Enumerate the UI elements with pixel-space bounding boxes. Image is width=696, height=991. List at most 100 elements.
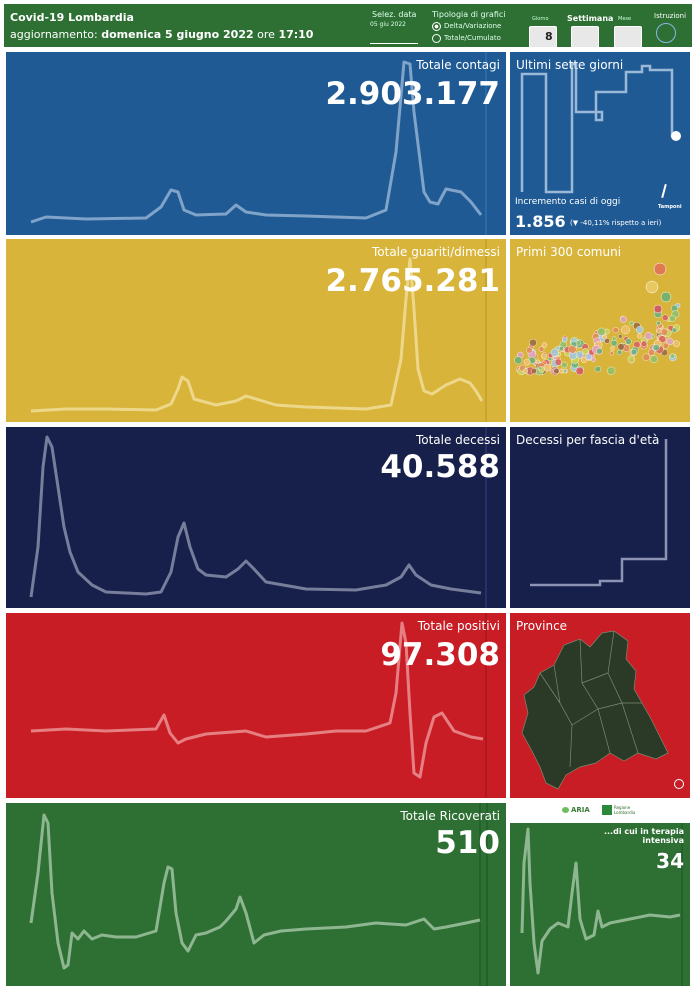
period-month-label: Mese bbox=[618, 16, 632, 22]
chart-type-label: Tipologia di grafici bbox=[432, 10, 506, 19]
comune-bubble bbox=[627, 355, 636, 363]
date-select-value: 05 giu 2022 bbox=[370, 21, 406, 28]
comune-bubble bbox=[656, 320, 661, 326]
regione-text: Regione Lombardia bbox=[614, 805, 636, 815]
update-mid: ore bbox=[257, 28, 275, 41]
update-date: domenica 5 giugno 2022 bbox=[101, 28, 254, 41]
comune-bubble bbox=[616, 349, 623, 356]
dashboard-header: Covid-19 Lombardia aggiornamento: domeni… bbox=[4, 4, 692, 48]
contagi-title: Totale contagi bbox=[416, 58, 500, 72]
update-line: aggiornamento: domenica 5 giugno 2022 or… bbox=[10, 28, 313, 41]
comune-bubble bbox=[585, 353, 592, 361]
lombardia-map[interactable] bbox=[510, 613, 690, 798]
radio-unselected-icon bbox=[432, 34, 441, 43]
comune-bubble bbox=[625, 338, 632, 345]
comune-bubble bbox=[596, 347, 603, 355]
comuni-title: Primi 300 comuni bbox=[516, 245, 622, 259]
comune-bubble-large bbox=[660, 291, 672, 303]
calendar-month-icon bbox=[614, 26, 642, 48]
period-month-button[interactable]: Mese bbox=[608, 6, 644, 48]
comune-bubble bbox=[522, 368, 529, 374]
terapia-value: 34 bbox=[656, 849, 684, 873]
comune-bubble-large bbox=[645, 280, 659, 294]
panel-decessi-eta: Decessi per fascia d'età bbox=[510, 427, 690, 608]
comune-bubble bbox=[612, 326, 619, 334]
increment-change: (▼ -40,11% rispetto a ieri) bbox=[570, 219, 662, 227]
calendar-week-icon bbox=[571, 26, 599, 48]
comune-bubble bbox=[580, 356, 588, 363]
comune-bubble bbox=[662, 314, 669, 321]
comune-bubble-large bbox=[653, 262, 667, 276]
panel-ultimi-sette-giorni: Ultimi sette giorni Incremento casi di o… bbox=[510, 52, 690, 235]
comune-bubble bbox=[558, 346, 564, 352]
day-number: 8 bbox=[545, 30, 553, 43]
seven-days-title: Ultimi sette giorni bbox=[516, 58, 624, 72]
comune-bubble bbox=[610, 339, 618, 347]
provinces-title: Province bbox=[516, 619, 568, 633]
terapia-title: ...di cui in terapia intensiva bbox=[603, 827, 684, 845]
increment-label: Incremento casi di oggi bbox=[515, 197, 621, 207]
comune-bubble bbox=[523, 358, 531, 366]
comune-bubble bbox=[671, 327, 678, 333]
decessi-trend-chart bbox=[29, 427, 487, 608]
regione-logo: Regione Lombardia bbox=[602, 804, 638, 816]
seven-days-chart bbox=[520, 62, 681, 194]
panel-totale-guariti: Totale guariti/dimessi 2.765.281 bbox=[6, 239, 506, 422]
comune-bubble bbox=[618, 334, 623, 339]
comune-bubble-large bbox=[653, 304, 663, 314]
age-step-chart bbox=[530, 439, 668, 587]
comune-bubble bbox=[575, 366, 584, 376]
contagi-trend-chart bbox=[30, 52, 487, 235]
period-day-label: Giorno bbox=[532, 16, 549, 22]
panel-totale-positivi: Totale positivi 97.308 bbox=[6, 613, 506, 798]
chart-type-totale: Totale/Cumulato bbox=[444, 34, 501, 42]
period-week-button[interactable]: Settimana bbox=[564, 6, 613, 48]
chart-type-delta: Delta/Variazione bbox=[444, 22, 502, 30]
ricoverati-value: 510 bbox=[435, 825, 500, 861]
comune-bubble bbox=[594, 366, 601, 373]
comune-bubble bbox=[642, 353, 651, 361]
decessi-value: 40.588 bbox=[380, 449, 500, 485]
comune-bubble bbox=[530, 367, 537, 374]
ricoverati-trend-chart bbox=[29, 803, 488, 986]
comune-bubble bbox=[562, 336, 568, 343]
period-day-button[interactable]: Giorno 8 bbox=[524, 6, 560, 48]
aria-text: ARIA bbox=[571, 806, 590, 814]
comune-bubble bbox=[666, 337, 674, 346]
comune-bubble bbox=[630, 348, 638, 356]
comune-bubble bbox=[669, 315, 676, 322]
chart-type-option-delta[interactable]: Delta/Variazione bbox=[432, 21, 512, 31]
contagi-value: 2.903.177 bbox=[325, 76, 500, 112]
tamponi-button[interactable]: Tamponi bbox=[658, 204, 682, 210]
comune-bubble bbox=[670, 353, 676, 359]
comune-bubble bbox=[611, 336, 617, 341]
chart-type-option-totale[interactable]: Totale/Cumulato bbox=[432, 33, 512, 43]
guariti-trend-chart bbox=[30, 239, 487, 422]
comune-bubble bbox=[553, 367, 560, 374]
comune-bubble bbox=[526, 346, 533, 354]
date-select-label: Selez. data bbox=[372, 10, 417, 19]
comune-bubble bbox=[582, 348, 589, 355]
comune-bubble bbox=[541, 342, 548, 348]
comune-bubble bbox=[529, 338, 537, 347]
panel-province: Province bbox=[510, 613, 690, 798]
comune-bubble bbox=[554, 358, 562, 366]
panel-totale-decessi: Totale decessi 40.588 bbox=[6, 427, 506, 608]
update-prefix: aggiornamento: bbox=[10, 28, 98, 41]
decessi-title: Totale decessi bbox=[415, 433, 500, 447]
comune-bubble bbox=[635, 325, 644, 334]
positivi-value: 97.308 bbox=[380, 637, 500, 673]
comune-bubble bbox=[607, 366, 616, 375]
comune-bubble bbox=[640, 340, 648, 347]
instructions-button[interactable] bbox=[656, 23, 676, 43]
comune-bubble bbox=[650, 355, 658, 363]
zoom-icon[interactable] bbox=[674, 779, 684, 789]
comune-bubble bbox=[628, 320, 634, 326]
positivi-title: Totale positivi bbox=[417, 619, 500, 633]
date-select[interactable]: 05 giu 2022 bbox=[370, 21, 418, 44]
instructions-label: Istruzioni bbox=[654, 12, 687, 20]
comune-bubble bbox=[652, 344, 660, 352]
comune-bubble bbox=[648, 348, 656, 356]
terapia-trend-chart bbox=[520, 823, 683, 986]
comune-bubble bbox=[540, 353, 547, 360]
